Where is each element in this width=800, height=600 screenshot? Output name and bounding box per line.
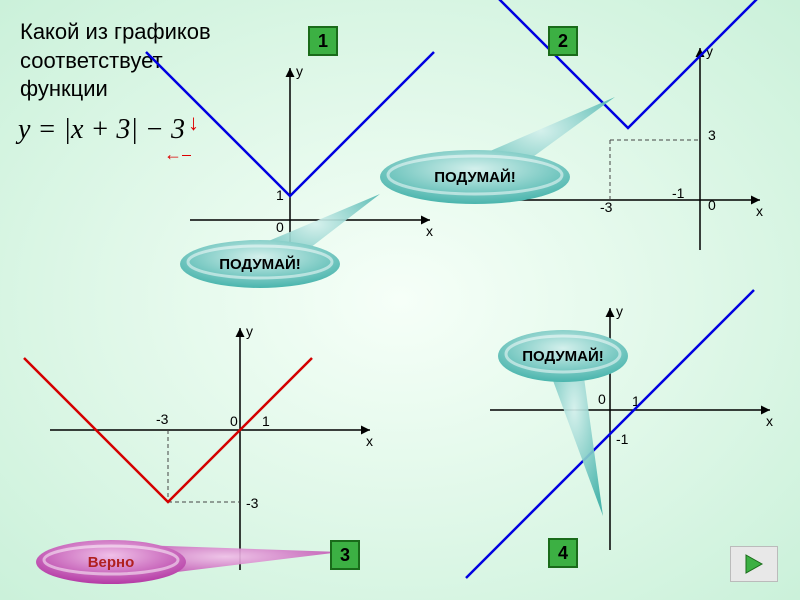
svg-text:-1: -1 [672,185,685,201]
svg-text:Верно: Верно [88,554,135,571]
svg-text:1: 1 [276,187,284,203]
question-text: Какой из графиков соответствует функции [20,18,211,104]
svg-text:ПОДУМАЙ!: ПОДУМАЙ! [219,255,301,273]
svg-text:0: 0 [598,391,606,407]
svg-text:х: х [426,223,433,239]
svg-text:-3: -3 [156,411,169,427]
question-line1: Какой из графиков [20,18,211,47]
svg-text:0: 0 [708,197,716,213]
svg-text:у: у [296,63,303,79]
svg-text:0: 0 [276,219,284,235]
question-line3: функции [20,75,211,104]
svg-text:-3: -3 [246,495,259,511]
svg-text:3: 3 [708,127,716,143]
arrow-left-icon: ←⎯ [164,144,191,165]
option-1-badge[interactable]: 1 [308,26,338,56]
next-button[interactable] [730,546,778,582]
svg-text:-3: -3 [600,199,613,215]
option-3-badge[interactable]: 3 [330,540,360,570]
svg-text:ПОДУМАЙ!: ПОДУМАЙ! [434,168,516,186]
equation: y = |x + 3| − 3 [18,114,185,146]
svg-text:х: х [366,433,373,449]
svg-text:у: у [616,303,623,319]
svg-text:х: х [756,203,763,219]
question-line2: соответствует [20,47,211,76]
svg-text:1: 1 [632,393,640,409]
svg-text:1: 1 [262,413,270,429]
svg-text:ПОДУМАЙ!: ПОДУМАЙ! [522,347,604,365]
arrow-down-icon: ↓ [188,110,199,136]
option-4-badge[interactable]: 4 [548,538,578,568]
svg-text:х: х [766,413,773,429]
svg-text:у: у [246,323,253,339]
option-2-badge[interactable]: 2 [548,26,578,56]
next-triangle-icon [742,552,766,576]
svg-text:0: 0 [230,413,238,429]
svg-text:у: у [706,43,713,59]
svg-text:-1: -1 [616,431,629,447]
